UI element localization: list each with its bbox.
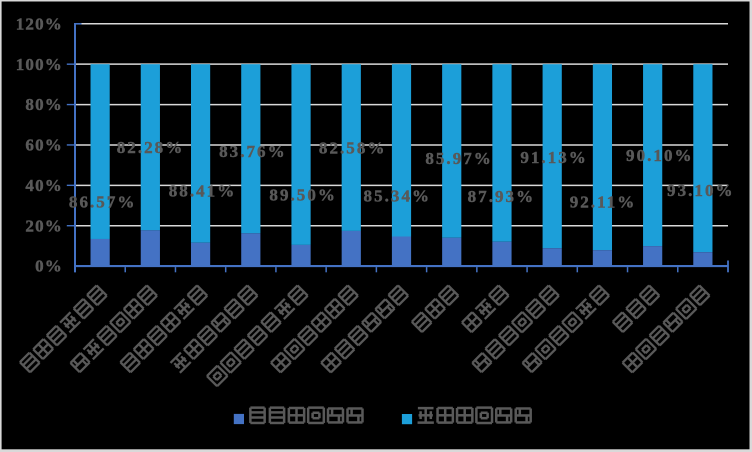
svg-text:92.11%: 92.11% [570, 193, 637, 212]
svg-text:60%: 60% [25, 136, 63, 155]
svg-text:20%: 20% [25, 216, 63, 235]
svg-text:85.97%: 85.97% [425, 149, 493, 168]
svg-text:82.58%: 82.58% [319, 139, 387, 158]
svg-text:120%: 120% [16, 14, 63, 33]
svg-text:89.50%: 89.50% [269, 186, 337, 205]
svg-text:90.10%: 90.10% [626, 146, 694, 165]
svg-text:91.13%: 91.13% [520, 148, 588, 167]
svg-text:93.10%: 93.10% [667, 181, 735, 200]
svg-text:82.28%: 82.28% [117, 138, 185, 157]
svg-text:40%: 40% [25, 176, 63, 195]
svg-text:87.93%: 87.93% [468, 187, 536, 206]
svg-text:83.76%: 83.76% [219, 142, 287, 161]
svg-text:86.57%: 86.57% [69, 193, 137, 212]
svg-text:0%: 0% [35, 257, 63, 276]
svg-text:80%: 80% [25, 95, 63, 114]
svg-text:100%: 100% [16, 55, 63, 74]
svg-text:88.41%: 88.41% [169, 182, 237, 201]
svg-text:85.34%: 85.34% [364, 186, 432, 205]
